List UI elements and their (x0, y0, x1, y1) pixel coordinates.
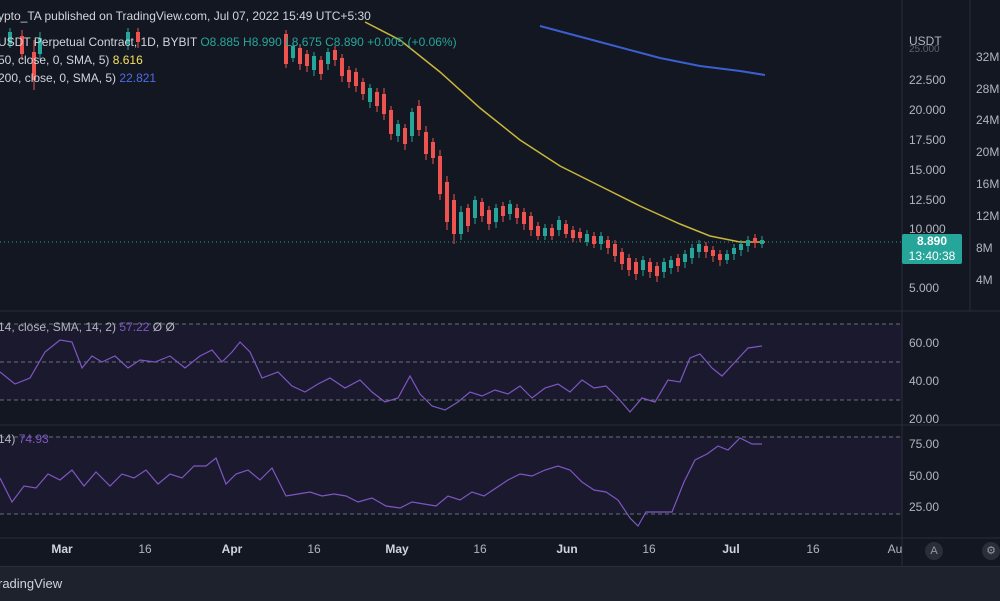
price-tick-10000: 10.000 (909, 222, 946, 236)
stoch-tick-20: 20.00 (909, 412, 940, 426)
price-tick-12500: 12.500 (909, 193, 946, 207)
ma200-value: 22.821 (119, 71, 157, 85)
price-tick-15000: 15.000 (909, 163, 946, 177)
rsi-label[interactable]: 14) (0, 432, 16, 446)
rsi-tick-25: 25.00 (909, 500, 940, 514)
stoch-tick-40: 40.00 (909, 374, 940, 388)
volume-tick-28m: 28M (976, 82, 1000, 96)
last-price-label: 8.890 13:40:38 (902, 234, 962, 264)
candles (8, 28, 764, 282)
ma50-label[interactable]: 50, close, 0, SMA, 5) (0, 53, 110, 67)
price-tick-22500: 22.500 (909, 73, 946, 87)
date-tick-may-16: 16 (473, 542, 487, 556)
date-tick-aug: Au (887, 542, 903, 556)
volume-tick-12m: 12M (976, 209, 1000, 223)
auto-scale-button[interactable]: A (925, 542, 943, 560)
ma200-legend[interactable]: 200, close, 0, SMA, 5) 22.821 (0, 71, 156, 85)
rsi-value: 74.93 (18, 432, 49, 446)
symbol-legend[interactable]: USDT Perpetual Contract, 1D, BYBIT O8.88… (0, 35, 457, 49)
bar-countdown: 13:40:38 (908, 249, 956, 263)
volume-tick-32m: 32M (976, 50, 1000, 64)
change-value: +0.005 (+0.06%) (367, 35, 457, 49)
date-tick-mar-16: 16 (138, 542, 152, 556)
stoch-label[interactable]: 14, close, SMA, 14, 2) (0, 320, 117, 334)
ma50-legend[interactable]: 50, close, 0, SMA, 5) 8.616 (0, 53, 143, 67)
osc-guides (0, 323, 902, 515)
price-tick-5000: 5.000 (909, 281, 940, 295)
stoch-value: 57.22 (119, 320, 150, 334)
open-value: O8.885 (200, 35, 240, 49)
date-tick-apr-16: 16 (307, 542, 321, 556)
rsi-band (0, 436, 902, 514)
date-tick-jun-16: 16 (642, 542, 656, 556)
date-tick-may: May (385, 542, 409, 556)
footer-bar: radingView (0, 566, 1000, 601)
price-tick-17500: 17.500 (909, 133, 946, 147)
date-tick-jul: Jul (722, 542, 740, 556)
price-tick-25000: 25.000 (909, 44, 940, 55)
volume-tick-4m: 4M (976, 273, 993, 287)
volume-tick-16m: 16M (976, 177, 1000, 191)
date-tick-apr: Apr (221, 542, 243, 556)
date-tick-jun: Jun (556, 542, 578, 556)
rsi-line (0, 437, 762, 527)
tradingview-brand[interactable]: radingView (0, 576, 63, 591)
high-value: H8.990 (243, 35, 282, 49)
settings-gear-icon[interactable]: ⚙ (982, 542, 1000, 560)
symbol-name[interactable]: USDT Perpetual Contract, 1D, BYBIT (0, 35, 197, 49)
volume-tick-24m: 24M (976, 113, 1000, 127)
low-value: L8.675 (285, 35, 322, 49)
close-value: C8.890 (325, 35, 364, 49)
rsi-tick-50: 50.00 (909, 469, 940, 483)
ma200-label[interactable]: 200, close, 0, SMA, 5) (0, 71, 117, 85)
volume-tick-20m: 20M (976, 145, 1000, 159)
date-tick-mar: Mar (51, 542, 73, 556)
ma200-line (539, 25, 766, 76)
rsi-tick-75: 75.00 (909, 437, 940, 451)
price-tick-20000: 20.000 (909, 103, 946, 117)
publish-line: ypto_TA published on TradingView.com, Ju… (0, 9, 371, 23)
ma50-line (364, 21, 765, 243)
ma50-value: 8.616 (112, 53, 143, 67)
stoch-tick-60: 60.00 (909, 336, 940, 350)
stoch-legend[interactable]: 14, close, SMA, 14, 2) 57.22 Ø Ø (0, 320, 175, 334)
price-currency[interactable]: USDT (909, 34, 942, 48)
stoch-extra: Ø Ø (152, 320, 175, 334)
volume-tick-8m: 8M (976, 241, 993, 255)
rsi-legend[interactable]: 14) 74.93 (0, 432, 49, 446)
stoch-line (0, 339, 763, 413)
last-price-value: 8.890 (916, 234, 948, 248)
date-tick-jul-16: 16 (806, 542, 820, 556)
